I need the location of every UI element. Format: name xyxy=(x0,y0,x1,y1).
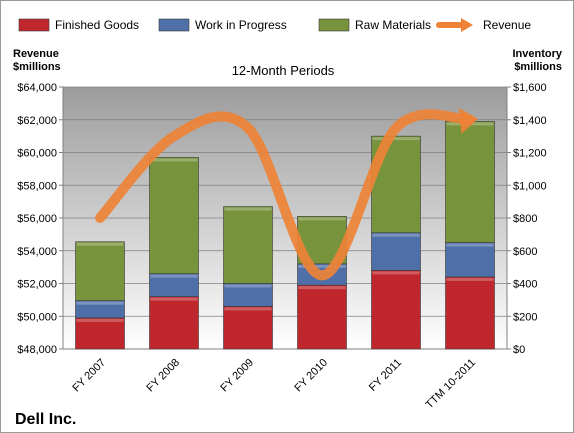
left-tick-label: $50,000 xyxy=(17,311,57,323)
bar-highlight xyxy=(76,318,124,322)
category-label: FY 2009 xyxy=(218,357,256,395)
bar-highlight xyxy=(298,264,346,268)
right-tick-label: $600 xyxy=(513,246,537,258)
category-label: FY 2007 xyxy=(70,357,108,395)
legend-label: Revenue xyxy=(483,18,531,32)
legend-swatch xyxy=(318,18,350,32)
bar-finished-goods xyxy=(149,296,199,350)
bar-highlight xyxy=(372,271,420,275)
legend-label: Raw Materials xyxy=(355,18,431,32)
bar-highlight xyxy=(298,217,346,221)
period-label: 12-Month Periods xyxy=(232,63,335,78)
legend-swatch xyxy=(18,18,50,32)
bar-highlight xyxy=(372,233,420,237)
bar-highlight xyxy=(446,277,494,281)
right-axis-title: Inventory xyxy=(512,48,562,60)
bar-work-in-progress xyxy=(445,242,495,278)
bar-raw-materials xyxy=(445,121,495,243)
legend-label: Work in Progress xyxy=(195,18,287,32)
bar-highlight xyxy=(150,297,198,301)
bar-work-in-progress xyxy=(371,232,421,271)
bar-highlight xyxy=(446,243,494,247)
left-tick-label: $48,000 xyxy=(17,344,57,356)
right-tick-label: $0 xyxy=(513,344,525,356)
bar-highlight xyxy=(372,137,420,141)
right-tick-label: $1,400 xyxy=(513,115,547,127)
bar-finished-goods xyxy=(223,306,273,350)
bar-highlight xyxy=(150,158,198,162)
bar-raw-materials xyxy=(75,241,125,301)
right-tick-label: $400 xyxy=(513,279,537,291)
left-tick-label: $62,000 xyxy=(17,115,57,127)
bar-highlight xyxy=(150,274,198,278)
bar-finished-goods xyxy=(371,270,421,350)
category-label: FY 2010 xyxy=(292,357,330,395)
revenue-arrowhead xyxy=(458,107,478,134)
legend-swatch xyxy=(158,18,190,32)
bar-finished-goods xyxy=(297,284,347,350)
bar-highlight xyxy=(224,307,272,311)
company-name: Dell Inc. xyxy=(15,411,76,428)
bar-raw-materials xyxy=(223,206,273,284)
revenue-line xyxy=(95,109,475,281)
right-tick-label: $800 xyxy=(513,213,537,225)
right-tick-label: $1,600 xyxy=(513,82,547,94)
left-tick-label: $64,000 xyxy=(17,82,57,94)
bar-highlight xyxy=(224,207,272,211)
left-tick-label: $54,000 xyxy=(17,246,57,258)
bar-raw-materials xyxy=(149,157,199,274)
right-tick-label: $200 xyxy=(513,311,537,323)
bar-highlight xyxy=(76,301,124,305)
left-tick-label: $58,000 xyxy=(17,180,57,192)
right-tick-label: $1,200 xyxy=(513,148,547,160)
bar-highlight xyxy=(224,284,272,288)
right-tick-label: $1,000 xyxy=(513,180,547,192)
bar-finished-goods xyxy=(445,276,495,350)
left-tick-label: $56,000 xyxy=(17,213,57,225)
left-axis-unit: $millions xyxy=(13,61,61,73)
left-axis-title: Revenue xyxy=(13,48,59,60)
bar-finished-goods xyxy=(75,317,125,350)
left-tick-label: $60,000 xyxy=(17,148,57,160)
right-axis-unit: $millions xyxy=(514,61,562,73)
legend: Finished Goods Work in Progress Raw Materi… xyxy=(18,18,531,32)
category-label: TTM 10-2011 xyxy=(424,357,479,412)
bar-highlight xyxy=(298,286,346,290)
category-label: FY 2008 xyxy=(144,357,182,395)
legend-label: Finished Goods xyxy=(55,18,139,32)
category-label: FY 2011 xyxy=(367,357,404,394)
left-tick-label: $52,000 xyxy=(17,279,57,291)
legend-arrow xyxy=(461,18,473,32)
bar-highlight xyxy=(76,242,124,246)
plot-area: $48,000 $50,000 $52,000 $54,000 $56,000 $58,0… xyxy=(17,82,546,411)
